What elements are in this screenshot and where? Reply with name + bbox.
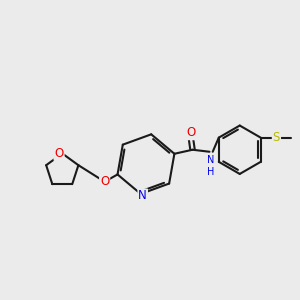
- Text: O: O: [54, 147, 64, 160]
- Text: N: N: [138, 189, 147, 203]
- Text: O: O: [186, 126, 195, 139]
- Text: O: O: [100, 175, 109, 188]
- Text: N
H: N H: [207, 155, 214, 177]
- Text: S: S: [273, 131, 280, 144]
